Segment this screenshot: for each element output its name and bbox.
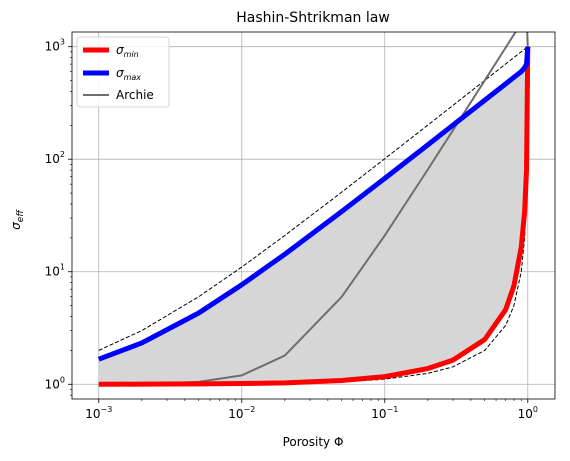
- y-tick-label: 103: [45, 38, 65, 54]
- y-axis-label-symbol: σ: [9, 222, 23, 230]
- y-tick-label-base: 10: [45, 265, 60, 279]
- x-tick-label-base: 10: [518, 407, 533, 421]
- x-tick-label: 10−3: [85, 405, 112, 421]
- legend-entry-sigma-max-label-name: σ: [116, 66, 124, 80]
- x-tick-label-base: 10: [371, 407, 386, 421]
- legend-entry-sigma-max-label-subscript: max: [124, 73, 142, 82]
- legend-entry-archie-label-name: Archie: [116, 88, 154, 102]
- x-tick-label-base: 10: [228, 407, 243, 421]
- y-tick-label-exponent: 2: [60, 150, 65, 159]
- y-tick-label-base: 10: [45, 40, 60, 54]
- y-tick-label-exponent: 3: [60, 38, 65, 47]
- y-tick-label-exponent: 1: [60, 263, 65, 272]
- x-tick-label-exponent: −3: [100, 405, 112, 414]
- legend-entry-archie-label: Archie: [116, 88, 154, 102]
- series-group: [97, 32, 531, 387]
- y-tick-label: 100: [45, 375, 65, 391]
- legend-entry-sigma-min-label-name: σ: [116, 43, 124, 57]
- x-tick-label-exponent: −1: [387, 405, 399, 414]
- axes-frame: [71, 31, 556, 400]
- x-axis-label: Porosity Φ: [283, 435, 344, 449]
- x-tick-label-exponent: −2: [244, 405, 256, 414]
- sigma-max-line: [97, 46, 531, 362]
- chart-title: Hashin-Shtrikman law: [236, 10, 390, 26]
- y-tick-label: 101: [45, 263, 65, 279]
- x-tick-label-base: 10: [85, 407, 100, 421]
- dashed-upper-bound-line: [98, 46, 529, 351]
- x-tick-label: 10−1: [371, 405, 398, 421]
- y-axis-label: σeff: [9, 209, 26, 230]
- y-tick-label: 102: [45, 150, 65, 166]
- x-tick-label: 100: [518, 405, 538, 421]
- y-tick-label-base: 10: [45, 152, 60, 166]
- sigma-min-line: [98, 46, 531, 387]
- x-tick-label-exponent: 0: [533, 405, 538, 414]
- archie-line: [98, 32, 529, 386]
- y-tick-label-base: 10: [45, 377, 60, 391]
- legend-entry-sigma-max-label: σmax: [116, 66, 141, 82]
- y-tick-label-exponent: 0: [60, 375, 65, 384]
- x-tick-label: 10−2: [228, 405, 255, 421]
- legend-box: [76, 36, 170, 108]
- legend-entry-sigma-min-label: σmin: [116, 43, 139, 59]
- fill-between-area: [98, 46, 528, 385]
- y-axis-label-subscript: eff: [16, 209, 26, 223]
- legend-entry-sigma-min-label-subscript: min: [124, 50, 139, 59]
